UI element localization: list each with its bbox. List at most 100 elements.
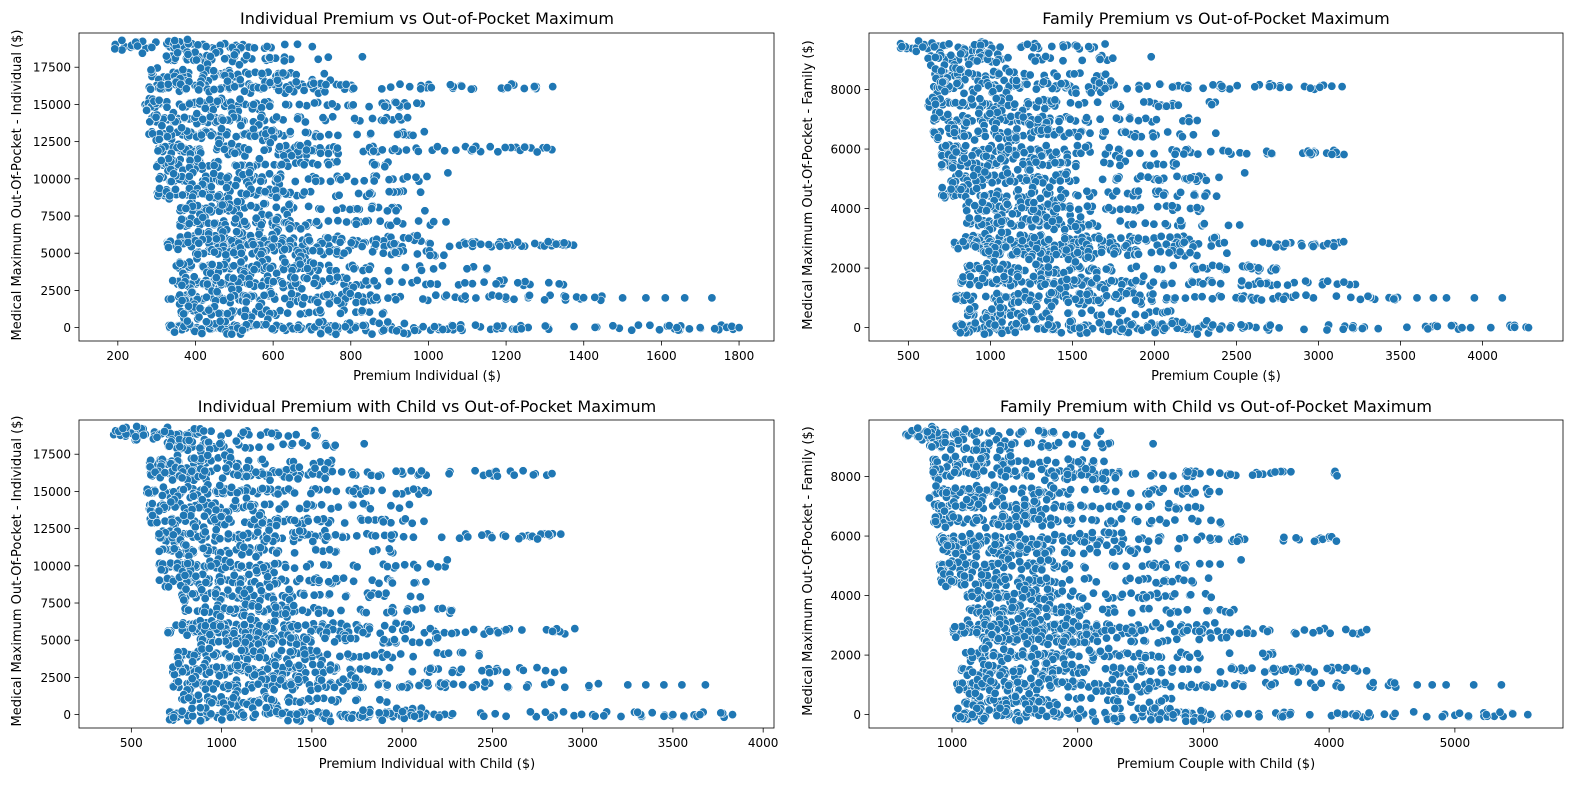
data-point (256, 220, 266, 230)
data-point (1224, 220, 1234, 230)
data-point (352, 130, 362, 140)
y-tick-label: 7500 (40, 210, 71, 224)
data-point (970, 135, 980, 145)
data-point (1217, 81, 1227, 91)
data-point (315, 132, 325, 142)
data-point (468, 239, 478, 249)
data-point (970, 318, 980, 328)
data-point (1082, 186, 1092, 196)
data-point (160, 426, 170, 436)
data-point (542, 143, 552, 153)
data-point (1168, 82, 1178, 92)
data-point (448, 321, 458, 331)
data-point (973, 126, 983, 136)
data-point (1133, 186, 1143, 196)
data-point (296, 224, 306, 234)
data-point (1066, 98, 1076, 108)
data-point (1256, 278, 1266, 288)
data-point (420, 206, 430, 216)
data-point (293, 323, 303, 333)
data-point (177, 473, 187, 483)
data-point (194, 238, 204, 248)
data-point (178, 190, 188, 200)
data-point (238, 530, 248, 540)
data-point (246, 201, 256, 211)
data-point (1096, 310, 1106, 320)
data-point (1168, 260, 1178, 270)
data-point (224, 514, 234, 524)
data-point (373, 471, 383, 481)
data-point (556, 529, 566, 539)
data-point (229, 248, 239, 258)
data-point (1013, 165, 1023, 175)
data-point (1146, 52, 1156, 62)
data-point (272, 75, 282, 85)
data-point (323, 216, 333, 226)
data-point (467, 279, 477, 289)
data-point (1073, 132, 1083, 142)
data-point (367, 204, 377, 214)
data-point (271, 193, 281, 203)
data-point (1299, 324, 1309, 334)
data-point (194, 312, 204, 322)
data-point (333, 502, 343, 512)
data-point (1071, 88, 1081, 98)
data-point (1029, 198, 1039, 208)
data-point (1373, 324, 1383, 334)
data-point (205, 95, 215, 105)
data-point (304, 235, 314, 245)
data-point (1159, 190, 1169, 200)
x-tick-label: 1200 (491, 349, 522, 363)
data-point (342, 273, 352, 283)
data-point (233, 197, 243, 207)
data-point (1323, 276, 1333, 286)
data-point (987, 178, 997, 188)
data-point (377, 84, 387, 94)
data-point (369, 146, 379, 156)
data-point (1002, 168, 1012, 178)
data-point (1188, 277, 1198, 287)
data-point (324, 299, 334, 309)
data-point (967, 151, 977, 161)
data-point (147, 499, 157, 509)
data-point (429, 264, 439, 274)
data-point (1051, 250, 1061, 260)
data-point (371, 292, 381, 302)
data-point (323, 149, 333, 159)
chart-title: Family Premium vs Out-of-Pocket Maximum (1042, 9, 1390, 28)
data-point (1110, 99, 1120, 109)
data-point (1103, 320, 1113, 330)
data-point (211, 273, 221, 283)
y-tick-label: 0 (853, 321, 861, 335)
data-point (672, 323, 682, 333)
data-point (230, 148, 240, 158)
data-point (309, 278, 319, 288)
data-point (321, 440, 331, 450)
data-point (437, 261, 447, 271)
data-point (1002, 199, 1012, 209)
data-point (160, 468, 170, 478)
data-point (146, 65, 156, 75)
data-point (956, 49, 966, 59)
data-point (256, 430, 266, 440)
data-point (322, 290, 332, 300)
data-point (1219, 238, 1229, 248)
data-point (191, 55, 201, 65)
data-point (1111, 113, 1121, 123)
data-point (937, 77, 947, 87)
data-point (569, 322, 579, 332)
data-point (1192, 116, 1202, 126)
data-point (1005, 235, 1015, 245)
data-point (977, 197, 987, 207)
data-point (313, 297, 323, 307)
data-point (1059, 42, 1069, 52)
data-point (382, 206, 392, 216)
data-point (1034, 291, 1044, 301)
data-point (1108, 53, 1118, 63)
data-point (1337, 82, 1347, 92)
data-point (1184, 117, 1194, 127)
data-point (1086, 88, 1096, 98)
data-point (1162, 293, 1172, 303)
data-point (295, 526, 305, 536)
data-point (1131, 276, 1141, 286)
